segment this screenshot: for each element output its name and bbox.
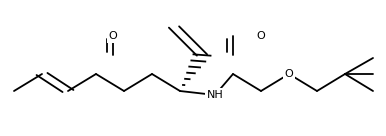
Text: NH: NH	[207, 90, 223, 100]
Text: O: O	[284, 69, 293, 79]
Text: O: O	[108, 31, 117, 41]
Text: O: O	[257, 31, 266, 41]
